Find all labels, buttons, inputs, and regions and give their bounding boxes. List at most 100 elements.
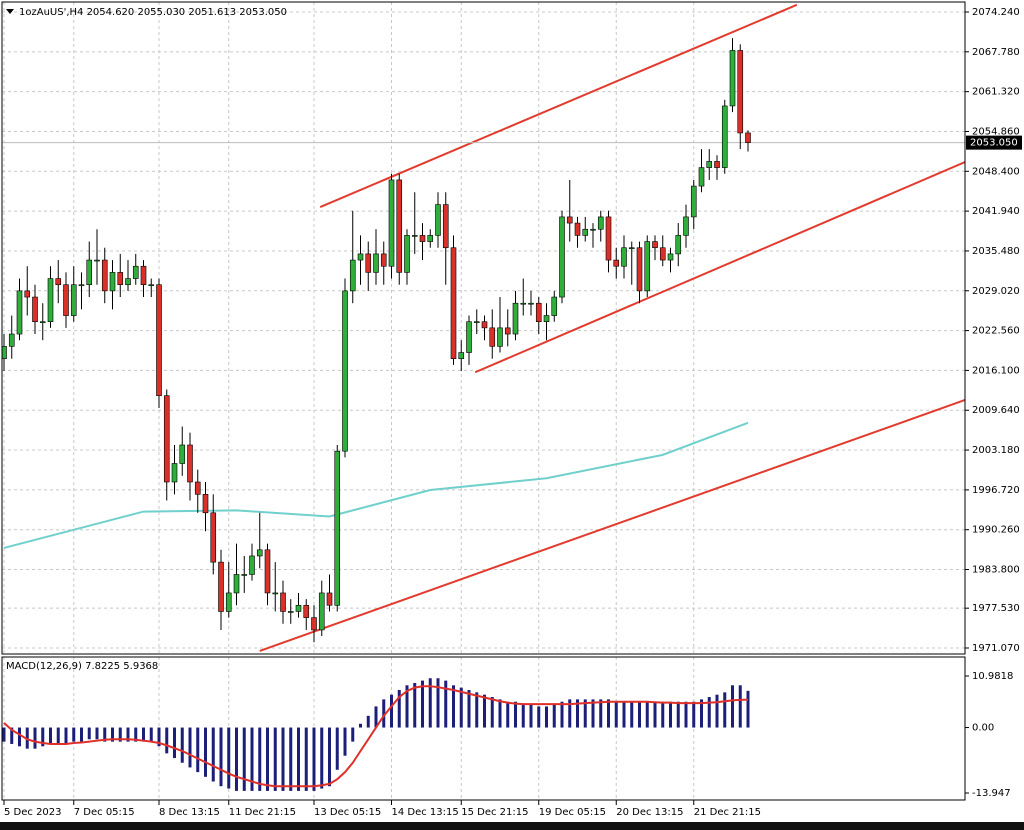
candle-body	[125, 278, 131, 286]
macd-bar	[18, 727, 21, 747]
candle-body	[706, 161, 713, 168]
axes: 2074.240 2067.780 2061.320 2054.860 2048.400…	[3, 7, 1022, 818]
macd-bar	[359, 723, 362, 728]
bottom-bar	[0, 822, 1024, 830]
candle-body	[714, 161, 720, 168]
candle-body	[32, 296, 38, 323]
macd-bar	[33, 727, 37, 749]
macd-bar	[467, 689, 471, 728]
macd-bar	[537, 706, 541, 728]
candle-body	[551, 296, 558, 316]
y-tick-label: 2074.240	[972, 7, 1020, 18]
candle-body	[280, 592, 286, 612]
macd-bar	[273, 727, 277, 791]
candle-body	[179, 444, 186, 464]
macd-bar	[475, 692, 479, 728]
candle-body	[194, 481, 201, 495]
macd-bar	[304, 727, 308, 791]
macd-bar	[390, 694, 393, 728]
macd-bar	[56, 727, 60, 744]
candle-body	[473, 321, 480, 324]
x-tick-label: 15 Dec 21:15	[461, 807, 528, 818]
candle-body	[272, 592, 279, 595]
macd-bar	[638, 701, 641, 728]
y-tick-label: 1990.260	[972, 525, 1020, 536]
macd-bar	[723, 692, 727, 728]
candle-body	[171, 463, 178, 483]
macd-bar	[165, 727, 169, 754]
candle-body	[380, 253, 387, 267]
candle-body	[24, 290, 31, 298]
candle-body	[729, 50, 736, 107]
macd-bar	[134, 727, 138, 742]
macd-bar	[157, 727, 161, 747]
y-tick-label: 2054.860	[972, 126, 1020, 137]
macd-bar	[591, 699, 595, 728]
macd-bar	[607, 699, 610, 728]
candle-body	[241, 574, 248, 576]
macd-bar	[521, 704, 525, 728]
candle-body	[39, 321, 46, 324]
symbol-header: 1ozAuUS',H4 2054.620 2055.030 2051.613 2…	[19, 7, 287, 18]
candle-body	[109, 272, 116, 292]
candle-body	[210, 512, 217, 563]
candle-body	[101, 259, 108, 292]
macd-bar	[715, 694, 719, 728]
macd-bar	[622, 701, 626, 728]
candle-body	[311, 617, 317, 631]
candle-body	[249, 555, 255, 575]
macd-bar	[552, 704, 556, 728]
macd-bar	[281, 727, 285, 791]
candle-body	[559, 216, 565, 298]
price-plot	[2, 3, 965, 652]
candle-body	[233, 574, 240, 594]
macd-bar	[211, 727, 215, 782]
macd-bar	[64, 727, 68, 744]
macd-bar	[242, 727, 246, 791]
signal-line	[3, 685, 749, 788]
macd-bar	[707, 697, 711, 728]
macd-bar	[351, 727, 355, 742]
macd-bar	[405, 685, 409, 728]
candle-body	[621, 247, 627, 267]
candle-body	[396, 179, 403, 273]
macd-header: MACD(12,26,9) 7.8225 5.9368	[6, 661, 158, 672]
candle-body	[163, 395, 170, 483]
candle-body	[303, 604, 310, 618]
x-tick-label: 11 Dec 21:15	[229, 807, 296, 818]
macd-bar	[204, 727, 207, 777]
current-price-label: 2053.050	[970, 138, 1018, 149]
y-tick-label: 1996.720	[972, 485, 1020, 496]
candle-body	[597, 216, 604, 230]
candle-body	[605, 216, 612, 261]
macd-bar	[188, 727, 192, 768]
candle-body	[256, 549, 263, 557]
x-tick-label: 20 Dec 13:15	[616, 807, 683, 818]
macd-bar	[95, 727, 99, 740]
candle-body	[690, 185, 697, 218]
channel-line	[474, 161, 965, 374]
candle-body	[435, 204, 441, 236]
candle-body	[497, 327, 503, 347]
macd-bar	[2, 727, 6, 742]
macd-bar	[235, 727, 238, 791]
menu-triangle[interactable]	[6, 9, 14, 14]
macd-bar	[382, 699, 386, 728]
candle-body	[659, 247, 666, 261]
channel-line	[319, 3, 798, 208]
macd-bar	[731, 685, 734, 728]
y-tick-label: 2022.560	[972, 326, 1020, 337]
candle-body	[683, 216, 689, 236]
candle-body	[365, 253, 372, 273]
candle-body	[636, 247, 643, 292]
candle-body	[357, 253, 364, 261]
candle-body	[698, 167, 705, 187]
macd-bar	[545, 706, 548, 728]
candle-body	[70, 284, 77, 316]
macd-bar	[421, 680, 424, 728]
macd-bar	[692, 701, 696, 728]
candle-body	[187, 444, 193, 483]
macd-bar	[490, 697, 494, 728]
macd-bar	[506, 701, 510, 728]
